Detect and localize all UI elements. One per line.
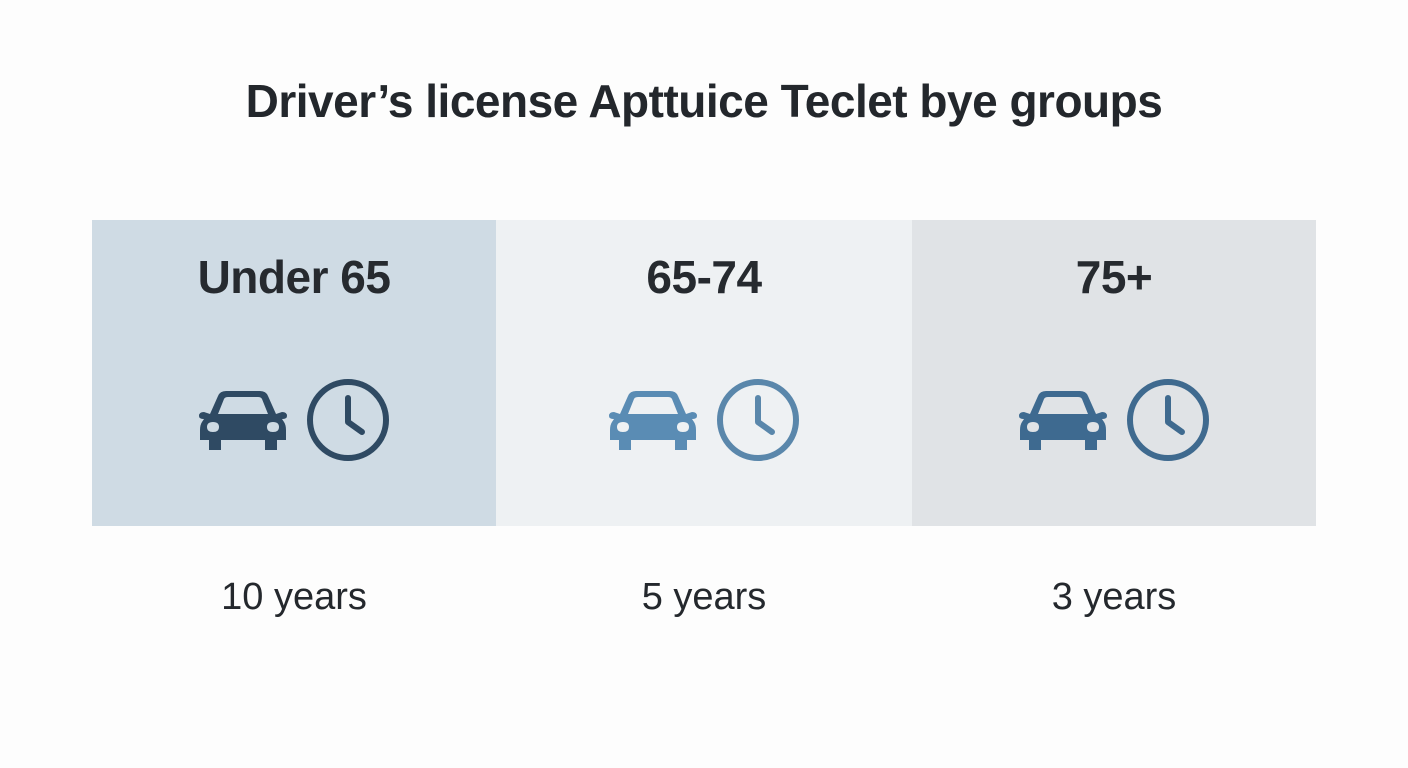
icon-row xyxy=(912,376,1316,464)
clock-icon xyxy=(1124,376,1212,464)
age-group-label: Under 65 xyxy=(197,251,391,303)
clock-icon xyxy=(304,376,392,464)
page-title: Driver’s license Apttuice Teclet bye gro… xyxy=(245,75,1163,127)
duration-value: 10 years xyxy=(221,576,367,618)
car-icon xyxy=(196,388,290,452)
car-icon xyxy=(1016,388,1110,452)
age-group-panel-65-74: 65-74 xyxy=(496,220,912,526)
car-icon xyxy=(606,388,700,452)
duration-value: 5 years xyxy=(641,576,767,618)
icon-row xyxy=(496,376,912,464)
duration-value: 3 years xyxy=(1051,576,1177,618)
icon-row xyxy=(92,376,496,464)
clock-icon xyxy=(714,376,802,464)
age-group-label: 75+ xyxy=(1075,251,1153,303)
duration-row: 10 years 5 years 3 years xyxy=(92,576,1316,619)
age-group-panels: Under 65 65-74 75+ xyxy=(92,220,1316,526)
age-group-panel-under-65: Under 65 xyxy=(92,220,496,526)
age-group-label: 65-74 xyxy=(646,251,762,303)
age-group-panel-75-plus: 75+ xyxy=(912,220,1316,526)
